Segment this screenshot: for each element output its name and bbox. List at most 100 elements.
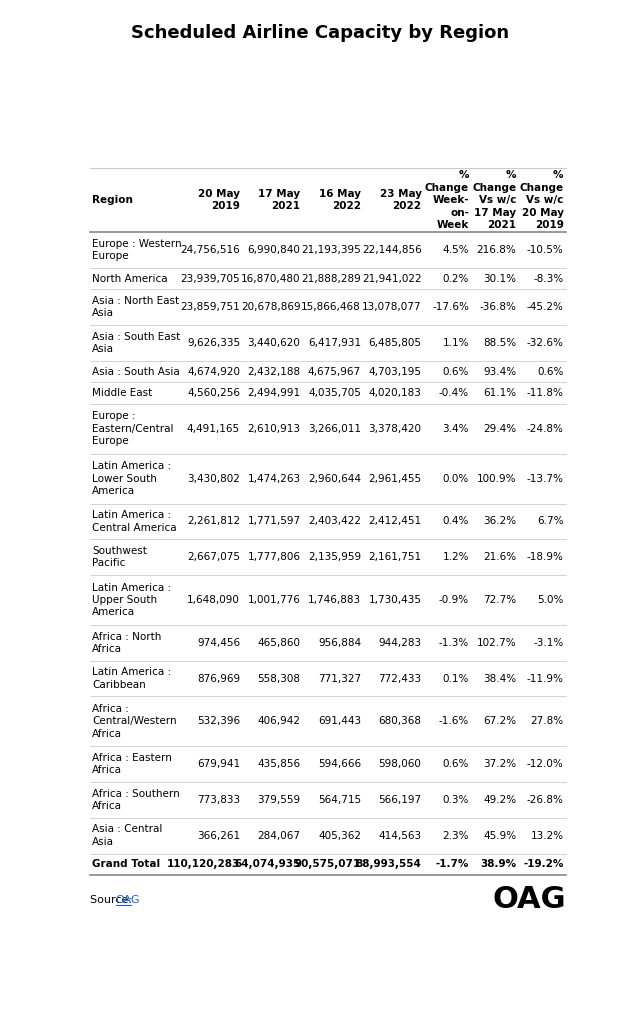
Text: 1,777,806: 1,777,806 — [248, 553, 301, 562]
Text: 5.0%: 5.0% — [537, 595, 564, 605]
Text: -1.3%: -1.3% — [438, 638, 469, 648]
Text: 465,860: 465,860 — [257, 638, 301, 648]
Text: 564,715: 564,715 — [318, 795, 361, 805]
FancyBboxPatch shape — [90, 382, 566, 404]
FancyBboxPatch shape — [90, 404, 566, 453]
Text: 4,491,165: 4,491,165 — [187, 423, 240, 434]
Text: 944,283: 944,283 — [378, 638, 422, 648]
Text: 61.1%: 61.1% — [483, 388, 516, 397]
Text: 594,666: 594,666 — [318, 760, 361, 769]
Text: 64,074,935: 64,074,935 — [234, 859, 301, 869]
Text: -45.2%: -45.2% — [527, 302, 564, 313]
Text: Source:: Source: — [90, 894, 136, 905]
Text: OAG: OAG — [492, 885, 566, 914]
Text: 216.8%: 216.8% — [477, 245, 516, 256]
Text: Asia : Central
Asia: Asia : Central Asia — [92, 825, 163, 847]
FancyBboxPatch shape — [90, 504, 566, 539]
Text: 2,261,812: 2,261,812 — [187, 516, 240, 527]
Text: -11.8%: -11.8% — [527, 388, 564, 397]
FancyBboxPatch shape — [90, 782, 566, 818]
Text: 45.9%: 45.9% — [483, 831, 516, 840]
Text: 876,969: 876,969 — [197, 674, 240, 683]
Text: Latin America :
Upper South
America: Latin America : Upper South America — [92, 583, 172, 618]
Text: 691,443: 691,443 — [318, 716, 361, 727]
Text: -17.6%: -17.6% — [432, 302, 469, 313]
Text: 1.1%: 1.1% — [442, 338, 469, 348]
Text: 20 May
2019: 20 May 2019 — [198, 189, 240, 211]
Text: 679,941: 679,941 — [197, 760, 240, 769]
Text: 4,674,920: 4,674,920 — [187, 366, 240, 377]
Text: 2,403,422: 2,403,422 — [308, 516, 361, 527]
Text: 17 May
2021: 17 May 2021 — [259, 189, 301, 211]
Text: Africa :
Central/Western
Africa: Africa : Central/Western Africa — [92, 704, 177, 739]
Text: 37.2%: 37.2% — [483, 760, 516, 769]
Text: 2,494,991: 2,494,991 — [248, 388, 301, 397]
Text: Asia : South Asia: Asia : South Asia — [92, 366, 180, 377]
Text: -19.2%: -19.2% — [524, 859, 564, 869]
Text: 6.7%: 6.7% — [537, 516, 564, 527]
Text: Africa : North
Africa: Africa : North Africa — [92, 631, 162, 654]
Text: 598,060: 598,060 — [379, 760, 422, 769]
Text: 2,960,644: 2,960,644 — [308, 474, 361, 483]
FancyBboxPatch shape — [90, 290, 566, 325]
Text: Region: Region — [92, 196, 133, 205]
Text: 2,135,959: 2,135,959 — [308, 553, 361, 562]
Text: Southwest
Pacific: Southwest Pacific — [92, 546, 147, 568]
Text: 49.2%: 49.2% — [483, 795, 516, 805]
Text: 1.2%: 1.2% — [442, 553, 469, 562]
Text: -26.8%: -26.8% — [527, 795, 564, 805]
Text: 1,730,435: 1,730,435 — [369, 595, 422, 605]
Text: Europe : Western
Europe: Europe : Western Europe — [92, 239, 182, 262]
Text: 558,308: 558,308 — [257, 674, 301, 683]
FancyBboxPatch shape — [90, 660, 566, 697]
Text: 72.7%: 72.7% — [483, 595, 516, 605]
Text: Africa : Southern
Africa: Africa : Southern Africa — [92, 789, 180, 811]
Text: Grand Total: Grand Total — [92, 859, 161, 869]
Text: 405,362: 405,362 — [318, 831, 361, 840]
Text: 23,939,705: 23,939,705 — [180, 273, 240, 284]
Text: 0.4%: 0.4% — [442, 516, 469, 527]
Text: Asia : North East
Asia: Asia : North East Asia — [92, 296, 180, 319]
Text: 15,866,468: 15,866,468 — [301, 302, 361, 313]
Text: 414,563: 414,563 — [378, 831, 422, 840]
Text: -0.9%: -0.9% — [439, 595, 469, 605]
Text: 435,856: 435,856 — [257, 760, 301, 769]
Text: 1,001,776: 1,001,776 — [248, 595, 301, 605]
Text: 773,833: 773,833 — [197, 795, 240, 805]
Text: 3,266,011: 3,266,011 — [308, 423, 361, 434]
Text: 0.2%: 0.2% — [442, 273, 469, 284]
Text: Latin America :
Central America: Latin America : Central America — [92, 510, 177, 533]
Text: 2,432,188: 2,432,188 — [248, 366, 301, 377]
FancyBboxPatch shape — [90, 539, 566, 575]
Text: -8.3%: -8.3% — [533, 273, 564, 284]
Text: 1,771,597: 1,771,597 — [248, 516, 301, 527]
Text: 6,417,931: 6,417,931 — [308, 338, 361, 348]
Text: -10.5%: -10.5% — [527, 245, 564, 256]
Text: Middle East: Middle East — [92, 388, 153, 397]
Text: 27.8%: 27.8% — [531, 716, 564, 727]
Text: 21,193,395: 21,193,395 — [301, 245, 361, 256]
FancyBboxPatch shape — [90, 268, 566, 290]
Text: 2.3%: 2.3% — [442, 831, 469, 840]
Text: 88.5%: 88.5% — [483, 338, 516, 348]
FancyBboxPatch shape — [90, 168, 566, 232]
Text: Latin America :
Lower South
America: Latin America : Lower South America — [92, 462, 172, 496]
FancyBboxPatch shape — [90, 625, 566, 660]
Text: 24,756,516: 24,756,516 — [180, 245, 240, 256]
Text: 284,067: 284,067 — [257, 831, 301, 840]
Text: 30.1%: 30.1% — [483, 273, 516, 284]
Text: 406,942: 406,942 — [257, 716, 301, 727]
Text: -18.9%: -18.9% — [527, 553, 564, 562]
Text: 23,859,751: 23,859,751 — [180, 302, 240, 313]
Text: North America: North America — [92, 273, 168, 284]
Text: Europe :
Eastern/Central
Europe: Europe : Eastern/Central Europe — [92, 411, 174, 446]
Text: 956,884: 956,884 — [318, 638, 361, 648]
Text: 36.2%: 36.2% — [483, 516, 516, 527]
Text: 29.4%: 29.4% — [483, 423, 516, 434]
Text: 4,675,967: 4,675,967 — [308, 366, 361, 377]
Text: 3.4%: 3.4% — [442, 423, 469, 434]
FancyBboxPatch shape — [90, 361, 566, 382]
Text: 1,474,263: 1,474,263 — [248, 474, 301, 483]
Text: -36.8%: -36.8% — [479, 302, 516, 313]
Text: 2,412,451: 2,412,451 — [369, 516, 422, 527]
